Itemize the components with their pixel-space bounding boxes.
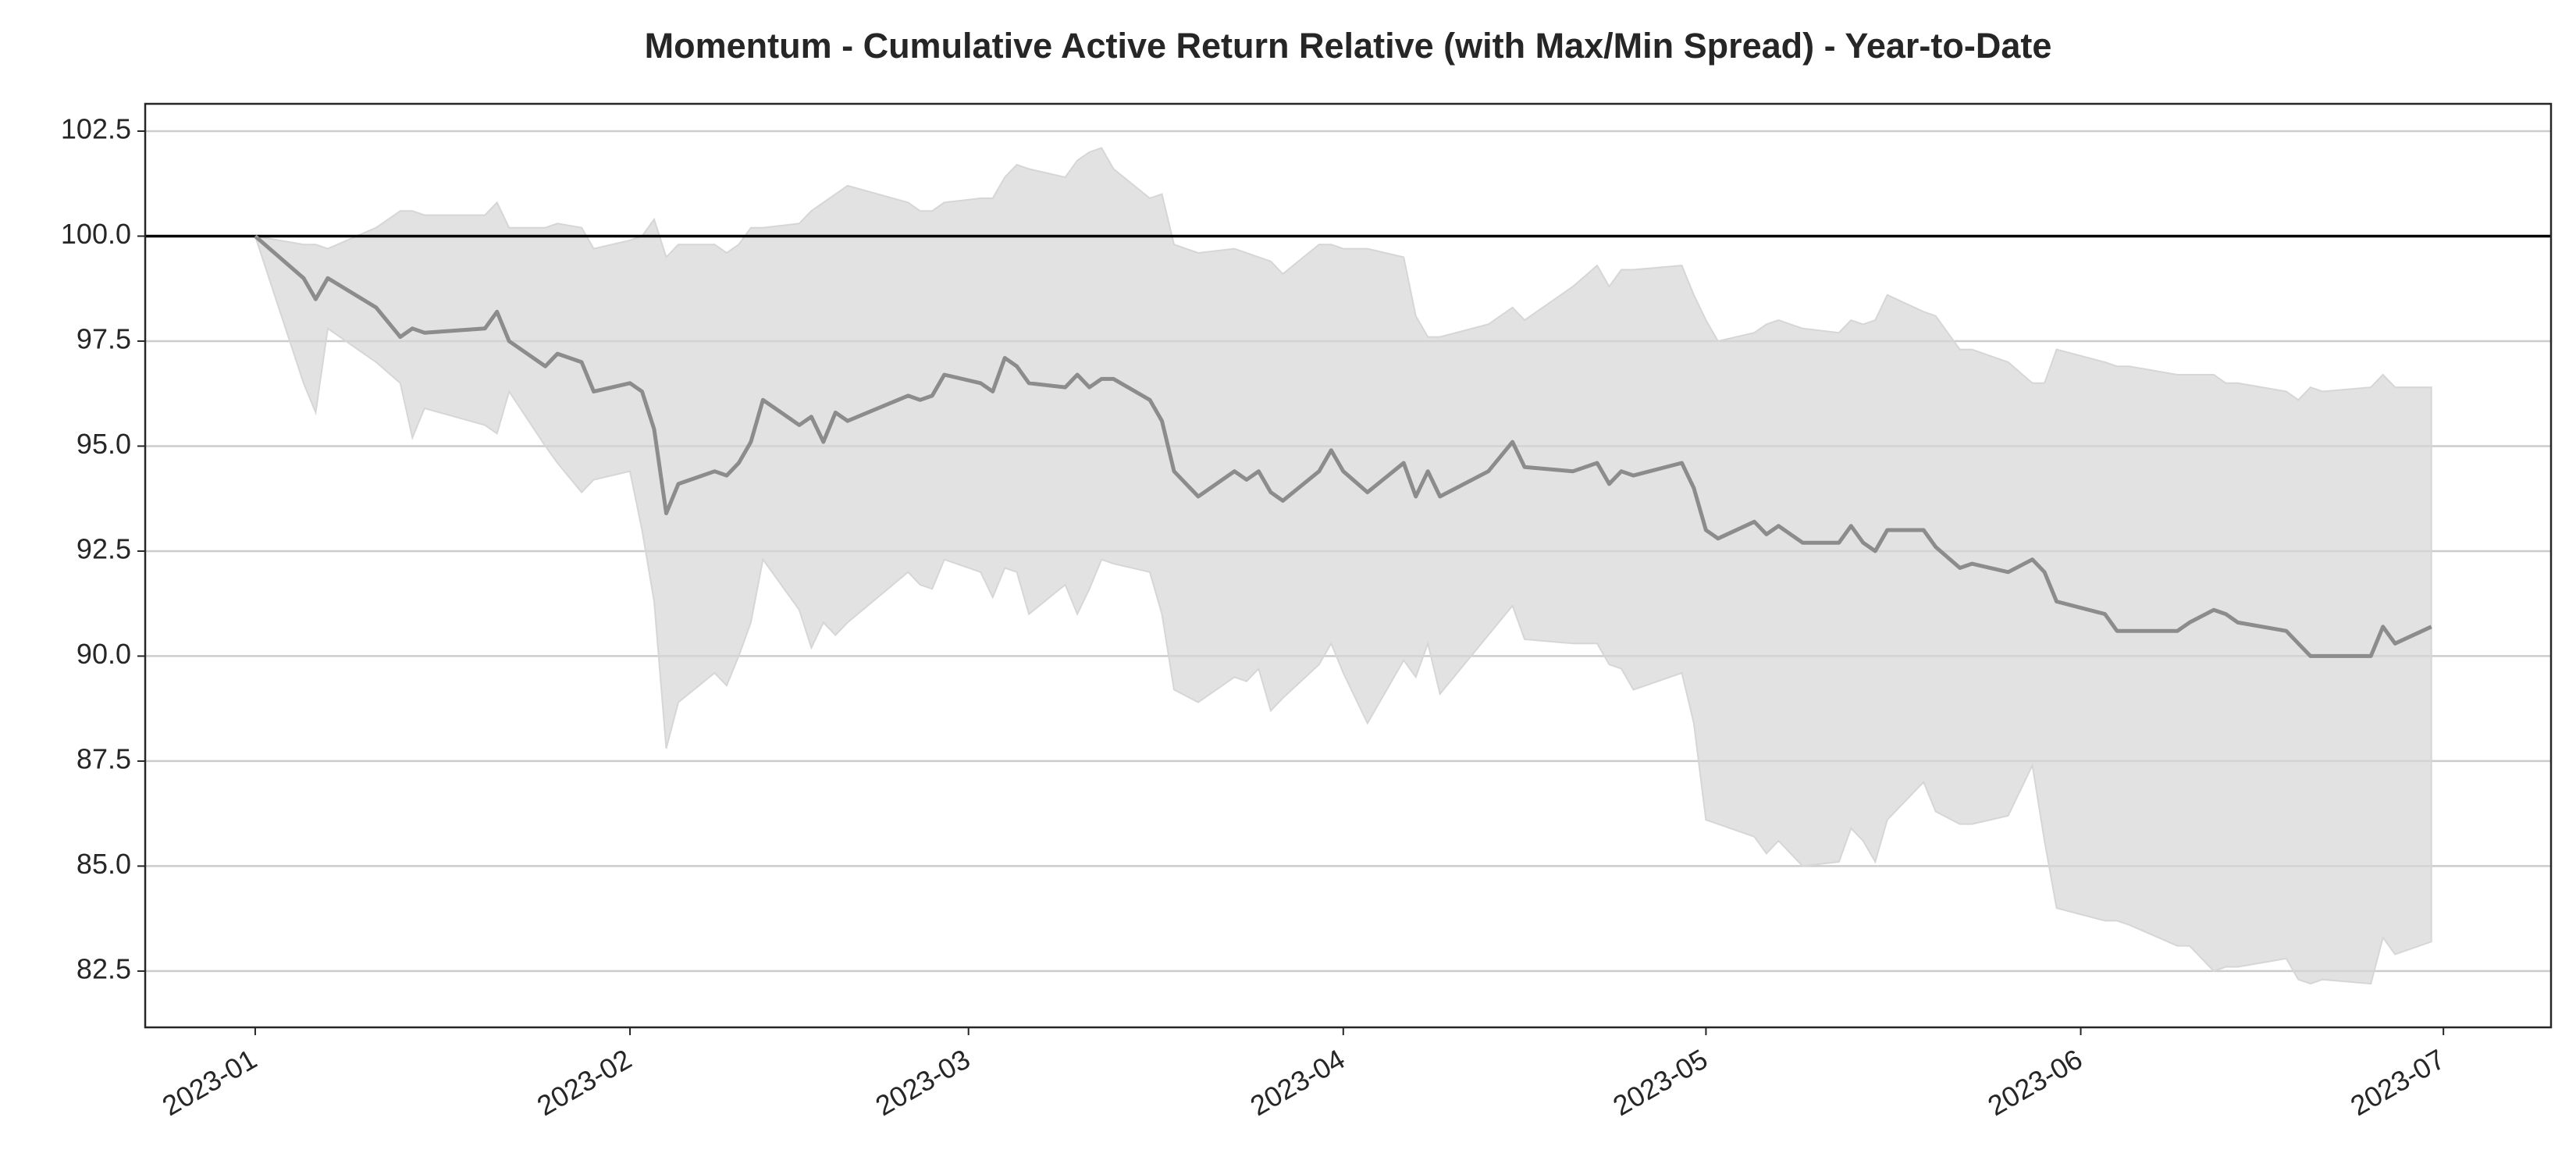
plot-frame xyxy=(144,102,2553,1029)
spread-band xyxy=(254,147,2432,985)
y-tick-label: 85.0 xyxy=(76,848,131,880)
y-tick-label: 82.5 xyxy=(76,952,131,984)
y-tick-label: 95.0 xyxy=(76,428,131,460)
x-tick-label: 2023-02 xyxy=(532,1043,637,1123)
x-tick-label: 2023-01 xyxy=(157,1043,262,1123)
chart-title: Momentum - Cumulative Active Return Rela… xyxy=(645,26,2052,66)
x-tick-label: 2023-03 xyxy=(870,1043,976,1123)
series-line xyxy=(254,234,2432,658)
y-tick-label: 102.5 xyxy=(61,112,131,144)
x-tick-label: 2023-07 xyxy=(2345,1043,2450,1123)
x-tick-label: 2023-04 xyxy=(1245,1043,1350,1123)
y-tick-label: 97.5 xyxy=(76,322,131,354)
x-tick-label: 2023-06 xyxy=(1982,1043,2087,1123)
y-tick-label: 87.5 xyxy=(76,742,131,774)
x-tick-label: 2023-05 xyxy=(1607,1043,1713,1123)
y-tick-label: 92.5 xyxy=(76,532,131,564)
y-tick-label: 100.0 xyxy=(61,218,131,250)
y-tick-label: 90.0 xyxy=(76,638,131,670)
